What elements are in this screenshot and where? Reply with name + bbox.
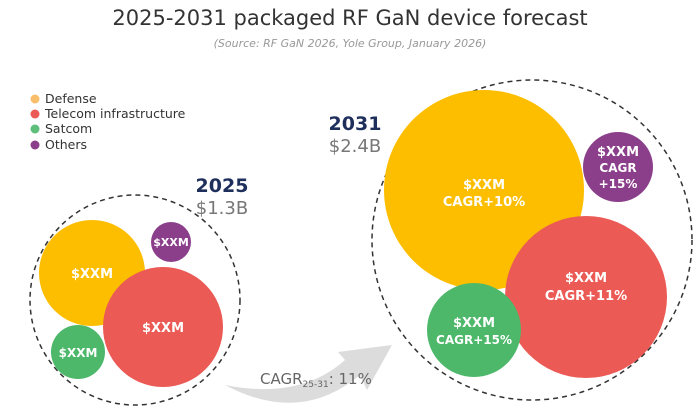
bubble-2031-others (583, 132, 653, 202)
value-2031-satcom: $XXM (453, 316, 495, 331)
cagr-2031-telecom: CAGR+11% (545, 289, 627, 304)
value-2025-others: $XXM (153, 236, 189, 249)
group-2031: $XXM CAGR+10% $XXM CAGR+11% $XXM CAGR+15… (329, 79, 693, 401)
value-2025-defense: $XXM (71, 267, 113, 282)
cagr-2031-defense: CAGR+10% (443, 195, 525, 210)
cagr-2031-others-value: +15% (599, 177, 638, 191)
cagr-2031-satcom: CAGR+15% (436, 333, 512, 347)
value-2031-telecom: $XXM (565, 271, 607, 286)
value-2025-telecom: $XXM (142, 321, 184, 336)
arrow-shape (225, 345, 392, 403)
total-2031: $2.4B (329, 136, 381, 157)
bubble-2025-satcom (51, 325, 105, 379)
legend-label-others: Others (45, 137, 87, 152)
legend-dot-defense (30, 94, 40, 104)
bubble-2031-telecom (505, 216, 667, 378)
legend-dot-telecom (30, 109, 40, 119)
legend-dot-others (30, 140, 40, 150)
value-2031-others: $XXM (597, 145, 639, 160)
group-2025: $XXM $XXM $XXM $XXM 2025 $1.3B (29, 175, 249, 406)
value-2025-satcom: $XXM (59, 346, 98, 360)
year-2031: 2031 (329, 113, 382, 135)
bubble-2025-others (151, 222, 191, 262)
year-2025: 2025 (196, 175, 249, 197)
bubble-2025-telecom (103, 267, 223, 387)
legend-label-satcom: Satcom (45, 121, 92, 136)
legend-dot-satcom (30, 124, 40, 134)
value-2031-defense: $XXM (463, 178, 505, 193)
subtitle: (Source: RF GaN 2026, Yole Group, Januar… (214, 37, 487, 50)
legend-label-defense: Defense (45, 91, 97, 106)
total-2025: $1.3B (196, 198, 248, 219)
total-outline-2031 (371, 79, 693, 401)
bubble-2031-satcom (427, 283, 521, 377)
page-title: 2025-2031 packaged RF GaN device forecas… (112, 6, 587, 30)
total-outline-2025 (29, 194, 241, 406)
cagr-label: CAGR25-31: 11% (260, 370, 372, 390)
cagr-2031-others-label: CAGR (599, 161, 636, 175)
legend-label-telecom: Telecom infrastructure (44, 106, 186, 121)
cagr-arrow: CAGR25-31: 11% (225, 345, 392, 403)
legend: Defense Telecom infrastructure Satcom Ot… (30, 91, 186, 152)
